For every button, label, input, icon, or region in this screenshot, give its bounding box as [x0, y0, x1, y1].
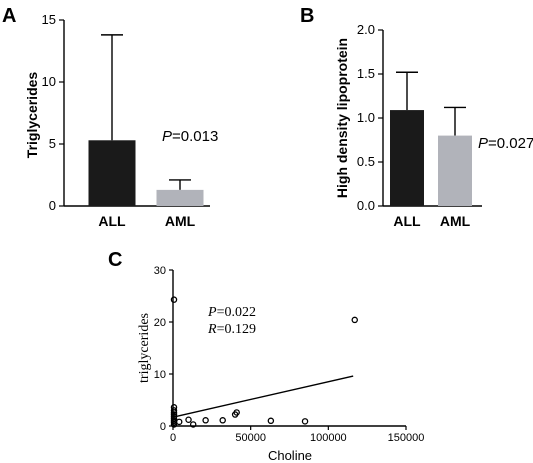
panel-c-r-value: R=0.129 [207, 322, 256, 337]
panel-c-p-number: =0.022 [217, 305, 256, 320]
panel-b-y-tick-label: 1.5 [357, 66, 375, 81]
panel-a-y-tick-label: 5 [49, 136, 56, 151]
panel-a-y-tick-label: 0 [49, 198, 56, 213]
panel-a-bar-aml [156, 189, 204, 206]
panel-c-p-value: P=0.022 [207, 305, 256, 320]
panel-c-x-tick-label: 50000 [235, 432, 266, 444]
panel-c-x-tick-label: 0 [170, 432, 176, 444]
panel-b-category-labels: ALL AML [393, 213, 470, 229]
panel-c-x-tick-label: 150000 [388, 432, 425, 444]
panel-c-y-tick-label: 30 [154, 265, 166, 277]
panel-c-y-ticks: 0 10 20 30 [154, 265, 173, 433]
panel-c-point [219, 417, 226, 424]
panel-c-y-axis-label: triglycerides [137, 313, 152, 383]
panel-c-point [189, 421, 197, 428]
panel-b-bar-all [390, 110, 424, 206]
panel-c-point [301, 418, 309, 425]
panel-a-y-axis-label: Triglycerides [24, 72, 40, 159]
panel-b-y-tick-label: 1.0 [357, 110, 375, 125]
panel-b-y-tick-label: 0.5 [357, 154, 375, 169]
panel-c-trendline [172, 375, 354, 418]
panel-a-y-ticks: 0 5 10 15 [42, 12, 64, 213]
panel-c-point [170, 296, 178, 303]
panel-b-y-ticks: 0.0 0.5 1.0 1.5 2.0 [357, 22, 383, 213]
panel-c-point [170, 407, 178, 414]
panel-c-y-tick-label: 0 [160, 421, 166, 433]
panel-c-point [233, 409, 240, 416]
panel-b-p-symbol: P [478, 135, 488, 152]
panel-a-label: A [2, 5, 16, 27]
panel-c: C triglycerides Choline 0 10 20 30 0 50000 10… [108, 249, 424, 463]
panel-c-point [170, 411, 178, 418]
panel-b-category-label: ALL [393, 213, 421, 229]
panel-a-category-label: AML [165, 213, 196, 229]
panel-c-point [267, 417, 275, 425]
panel-c-point [170, 409, 178, 416]
panel-c-x-tick-label: 100000 [310, 432, 347, 444]
panel-c-x-ticks: 0 50000 100000 150000 [170, 426, 424, 444]
panel-a-y-tick-label: 10 [42, 74, 56, 89]
panel-a-bar-all [88, 140, 136, 206]
panel-a-y-tick-label: 15 [42, 12, 56, 27]
panel-c-point [185, 416, 192, 424]
panel-a-p-value: P=0.013 [162, 128, 218, 145]
panel-c-x-axis-label: Choline [268, 448, 312, 463]
panel-a-category-label: ALL [98, 213, 126, 229]
panel-c-point [202, 417, 209, 424]
panel-c-points [170, 296, 358, 428]
panel-a-bars [88, 34, 204, 206]
panel-c-label: C [108, 249, 122, 271]
panel-b-y-tick-label: 2.0 [357, 22, 375, 37]
panel-c-y-tick-label: 20 [154, 317, 166, 329]
panel-a-category-labels: ALL AML [98, 213, 195, 229]
panel-b-bar-aml [438, 135, 472, 206]
panel-a-p-number: =0.013 [172, 128, 218, 145]
panel-a-p-symbol: P [162, 128, 172, 145]
panel-b-p-number: =0.027 [488, 135, 533, 152]
panel-a: A Triglycerides 0 5 10 15 ALL AML P=0.013 [2, 5, 218, 229]
panel-c-point [175, 418, 183, 426]
panel-b-y-tick-label: 0.0 [357, 198, 375, 213]
panel-b-bars [390, 71, 472, 206]
panel-b-label: B [300, 5, 314, 27]
panel-b-category-label: AML [440, 213, 471, 229]
panel-c-point [351, 316, 358, 324]
panel-c-y-tick-label: 10 [154, 369, 166, 381]
panel-c-r-symbol: R [207, 322, 217, 337]
panel-c-r-number: =0.129 [217, 322, 256, 337]
panel-b-p-value: P=0.027 [478, 135, 533, 152]
panel-c-p-symbol: P [207, 305, 217, 320]
panel-b: B High density lipoprotein 0.0 0.5 1.0 1.5 2… [300, 5, 533, 229]
panel-b-y-axis-label: High density lipoprotein [334, 38, 350, 198]
panel-c-point [170, 421, 178, 428]
